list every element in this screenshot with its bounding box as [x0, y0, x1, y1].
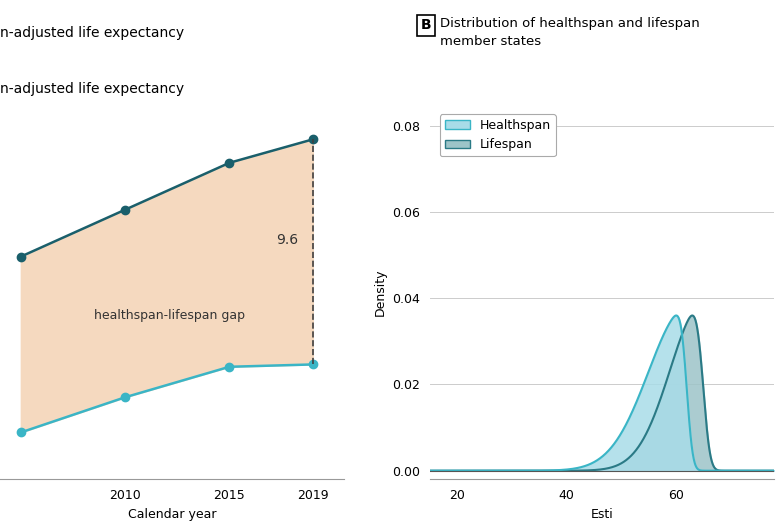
Text: healthspan-lifespan gap: healthspan-lifespan gap — [94, 309, 245, 321]
Text: Distribution of healthspan and lifespan
member states: Distribution of healthspan and lifespan … — [440, 17, 700, 48]
Text: n-adjusted life expectancy: n-adjusted life expectancy — [0, 26, 184, 40]
Text: B: B — [421, 18, 432, 32]
X-axis label: Calendar year: Calendar year — [127, 507, 217, 520]
Text: n-adjusted life expectancy: n-adjusted life expectancy — [0, 82, 184, 96]
Text: 9.6: 9.6 — [276, 233, 298, 247]
X-axis label: Esti: Esti — [590, 507, 614, 520]
Y-axis label: Density: Density — [374, 268, 387, 316]
Legend: Healthspan, Lifespan: Healthspan, Lifespan — [439, 114, 556, 156]
